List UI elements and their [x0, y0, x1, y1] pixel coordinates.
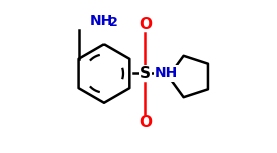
Text: NH: NH [155, 67, 178, 80]
Text: NH: NH [90, 14, 113, 28]
Text: O: O [139, 115, 152, 130]
Text: S: S [140, 66, 151, 81]
Text: O: O [139, 17, 152, 32]
Text: 2: 2 [109, 16, 117, 29]
